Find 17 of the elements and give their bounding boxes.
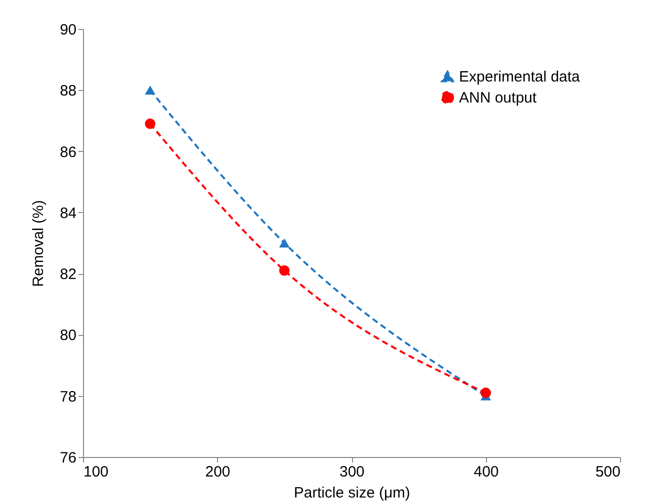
y-tick-label: 76 [60, 450, 76, 466]
y-tick-label: 88 [60, 82, 76, 100]
y-tick-label: 90 [60, 22, 76, 38]
x-tick-label: 300 [339, 464, 365, 480]
y-tick-label: 82 [60, 266, 76, 284]
y-tick-label: 84 [60, 204, 76, 222]
legend-label: ANN output [459, 90, 538, 106]
y-axis-title: Removal (%) [30, 200, 47, 287]
x-tick-label: 200 [205, 464, 230, 480]
x-tick-label: 500 [595, 464, 620, 480]
y-tick-label: 86 [60, 144, 76, 161]
y-tick-label: 78 [60, 388, 76, 406]
y-tick-label: 80 [60, 327, 76, 344]
x-tick-label: 100 [84, 464, 109, 480]
x-tick-label: 400 [474, 464, 499, 480]
x-axis-title: Particle size (μm) [294, 484, 410, 502]
legend-label: Experimental data [459, 68, 581, 86]
